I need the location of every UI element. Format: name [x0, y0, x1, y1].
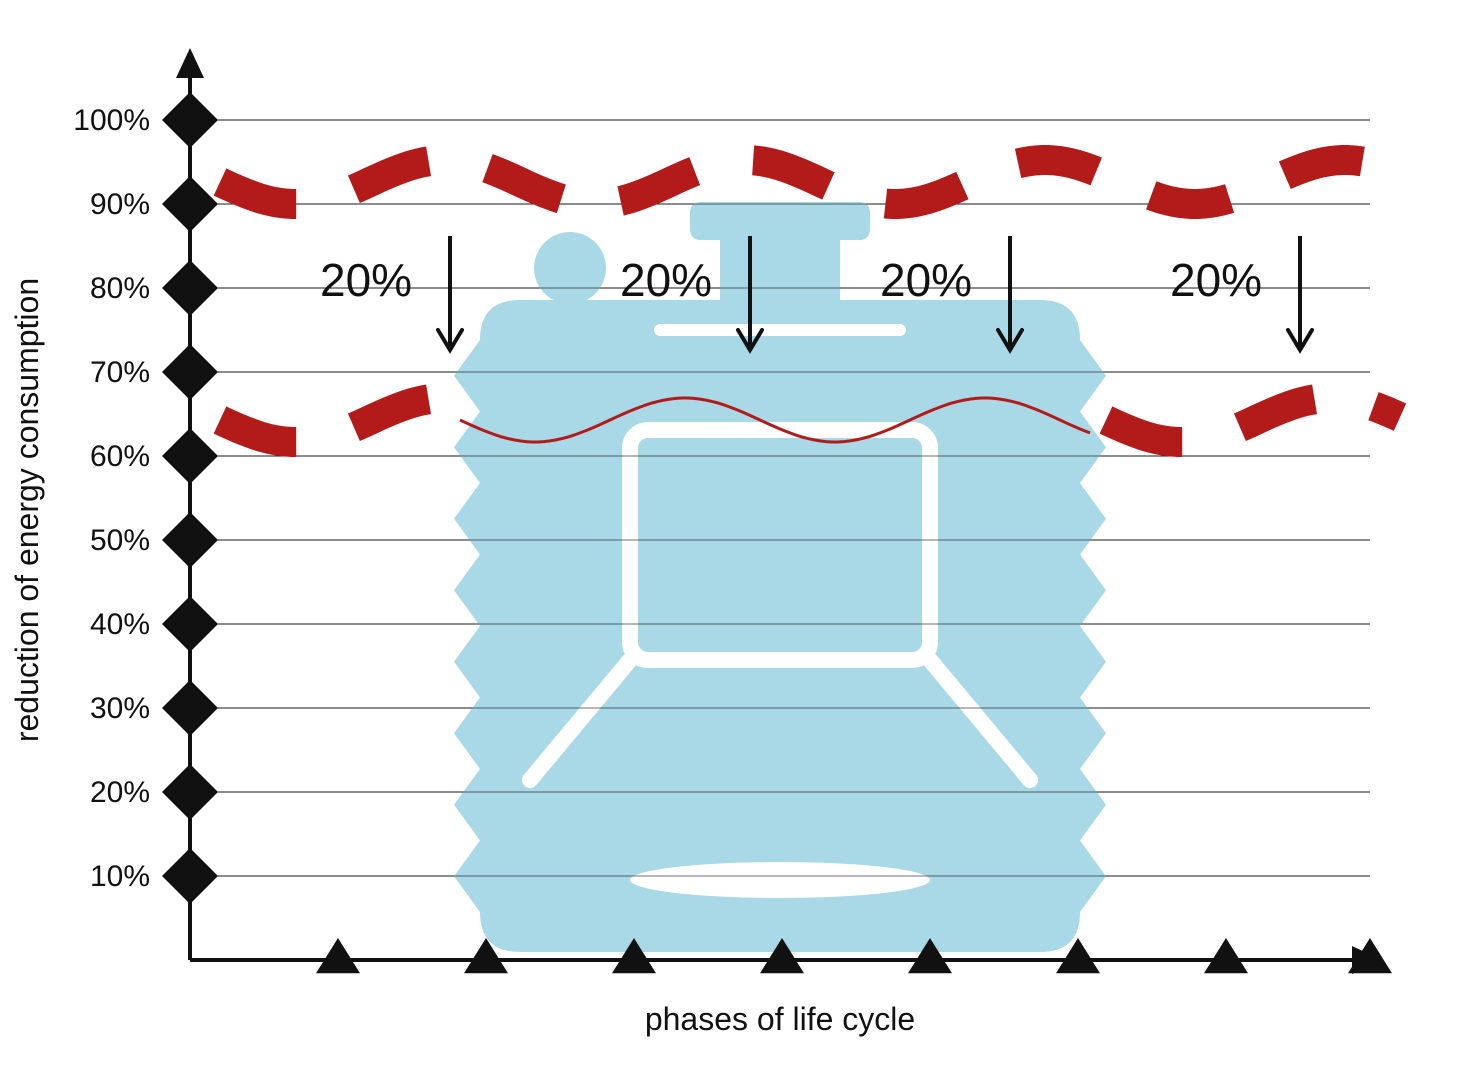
- reduction-label: 20%: [320, 254, 412, 306]
- y-tick-label: 50%: [90, 524, 150, 557]
- y-tick-label: 90%: [90, 188, 150, 221]
- jerrycan-cap: [690, 202, 870, 240]
- y-tick-label: 20%: [90, 776, 150, 809]
- y-tick-diamond: [162, 764, 218, 820]
- y-tick-label: 10%: [90, 860, 150, 893]
- y-tick-label: 100%: [73, 104, 150, 137]
- y-tick-diamond: [162, 512, 218, 568]
- jerrycan-body: [454, 300, 1106, 952]
- x-tick-triangle: [316, 938, 360, 973]
- y-tick-label: 70%: [90, 356, 150, 389]
- y-tick-label: 60%: [90, 440, 150, 473]
- lower-wave-right: [1106, 398, 1400, 442]
- jerrycan-neck: [720, 238, 840, 308]
- y-tick-diamond: [162, 596, 218, 652]
- y-tick-diamond: [162, 428, 218, 484]
- x-axis-label: phases of life cycle: [645, 1001, 915, 1037]
- y-tick-diamond: [162, 344, 218, 400]
- y-tick-diamond: [162, 680, 218, 736]
- jerrycan-foot: [630, 862, 930, 898]
- y-tick-diamond: [162, 260, 218, 316]
- y-tick-label: 30%: [90, 692, 150, 725]
- chart-stage: 20% 20% 20% 20% 10% 20% 30% 40% 50% 60% 70% 80% 90% 1…: [0, 0, 1457, 1080]
- x-tick-triangle: [1204, 938, 1248, 973]
- lower-wave-left: [220, 398, 454, 442]
- upper-wave: [220, 160, 1396, 204]
- y-axis-label: reduction of energy consumption: [9, 278, 45, 742]
- reduction-label: 20%: [880, 254, 972, 306]
- jerrycan-spout: [534, 232, 606, 304]
- reduction-label: 20%: [620, 254, 712, 306]
- y-tick-diamond: [162, 848, 218, 904]
- chart-svg: 20% 20% 20% 20% 10% 20% 30% 40% 50% 60% 70% 80% 90% 1…: [0, 0, 1457, 1080]
- y-tick-label: 40%: [90, 608, 150, 641]
- reduction-label: 20%: [1170, 254, 1262, 306]
- y-tick-diamond: [162, 92, 218, 148]
- y-tick-diamond: [162, 176, 218, 232]
- y-tick-label: 80%: [90, 272, 150, 305]
- y-axis-arrowhead: [176, 48, 204, 78]
